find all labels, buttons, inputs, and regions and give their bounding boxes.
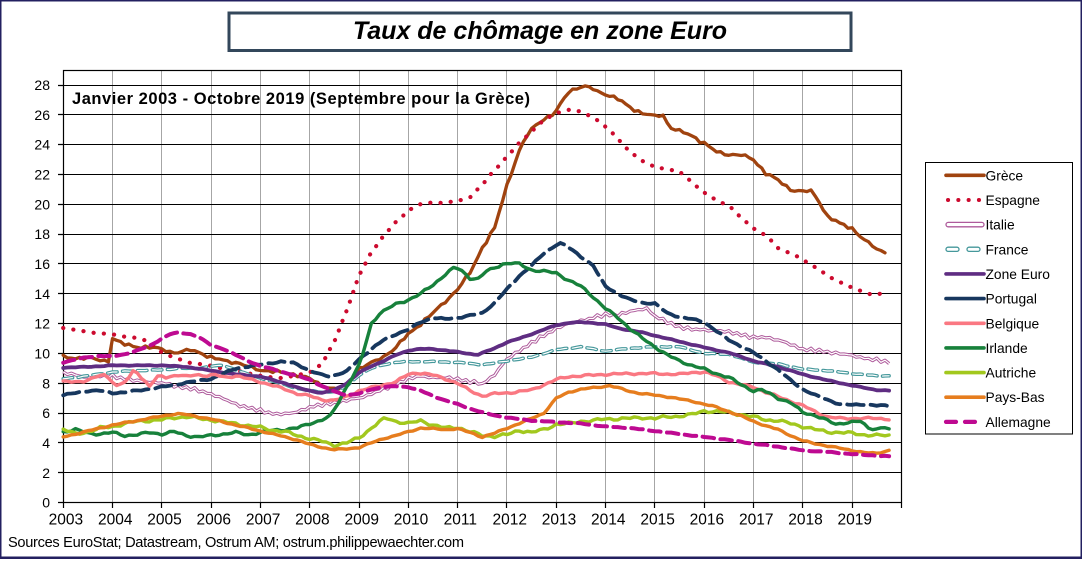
svg-text:2019: 2019 bbox=[838, 512, 872, 529]
svg-text:24: 24 bbox=[34, 137, 50, 153]
svg-text:2003: 2003 bbox=[49, 512, 83, 529]
svg-text:2004: 2004 bbox=[98, 512, 133, 529]
svg-text:2012: 2012 bbox=[492, 512, 526, 529]
svg-text:22: 22 bbox=[34, 167, 50, 183]
svg-text:Espagne: Espagne bbox=[986, 193, 1041, 208]
svg-text:Allemagne: Allemagne bbox=[986, 415, 1052, 430]
svg-text:Zone Euro: Zone Euro bbox=[986, 267, 1051, 282]
svg-text:10: 10 bbox=[34, 346, 50, 362]
svg-text:2018: 2018 bbox=[788, 512, 822, 529]
svg-text:14: 14 bbox=[34, 286, 50, 302]
svg-text:20: 20 bbox=[34, 196, 50, 212]
svg-text:Italie: Italie bbox=[986, 218, 1015, 233]
svg-text:18: 18 bbox=[34, 226, 50, 242]
svg-text:Irlande: Irlande bbox=[986, 341, 1029, 356]
svg-text:Pays-Bas: Pays-Bas bbox=[986, 390, 1045, 405]
svg-text:2009: 2009 bbox=[344, 512, 378, 529]
svg-text:Portugal: Portugal bbox=[986, 292, 1037, 307]
svg-text:Janvier 2003 - Octobre 2019 (S: Janvier 2003 - Octobre 2019 (Septembre p… bbox=[72, 90, 530, 108]
svg-text:8: 8 bbox=[42, 375, 50, 391]
svg-text:2008: 2008 bbox=[295, 512, 329, 529]
svg-text:2011: 2011 bbox=[444, 512, 477, 529]
svg-text:26: 26 bbox=[34, 107, 50, 123]
svg-text:2016: 2016 bbox=[690, 512, 724, 529]
svg-text:12: 12 bbox=[34, 316, 50, 332]
svg-text:France: France bbox=[986, 242, 1029, 257]
svg-text:6: 6 bbox=[42, 405, 50, 421]
svg-text:2014: 2014 bbox=[591, 512, 626, 529]
svg-text:Sources EuroStat; Datastream,: Sources EuroStat; Datastream, Ostrum AM;… bbox=[8, 535, 464, 551]
svg-text:2006: 2006 bbox=[197, 512, 231, 529]
svg-text:2013: 2013 bbox=[542, 512, 576, 529]
svg-text:2005: 2005 bbox=[147, 512, 181, 529]
svg-text:Autriche: Autriche bbox=[986, 366, 1037, 381]
svg-text:2007: 2007 bbox=[246, 512, 280, 529]
svg-text:Taux de chômage en zone Euro: Taux de chômage en zone Euro bbox=[353, 17, 727, 45]
svg-text:2: 2 bbox=[42, 465, 50, 481]
svg-text:0: 0 bbox=[42, 495, 50, 511]
svg-text:16: 16 bbox=[34, 256, 50, 272]
svg-text:4: 4 bbox=[42, 435, 50, 451]
svg-text:28: 28 bbox=[34, 77, 50, 93]
svg-text:Belgique: Belgique bbox=[986, 316, 1040, 331]
svg-text:2010: 2010 bbox=[394, 512, 429, 529]
svg-text:Grèce: Grèce bbox=[986, 168, 1024, 183]
svg-text:2015: 2015 bbox=[640, 512, 674, 529]
svg-text:2017: 2017 bbox=[739, 512, 773, 529]
